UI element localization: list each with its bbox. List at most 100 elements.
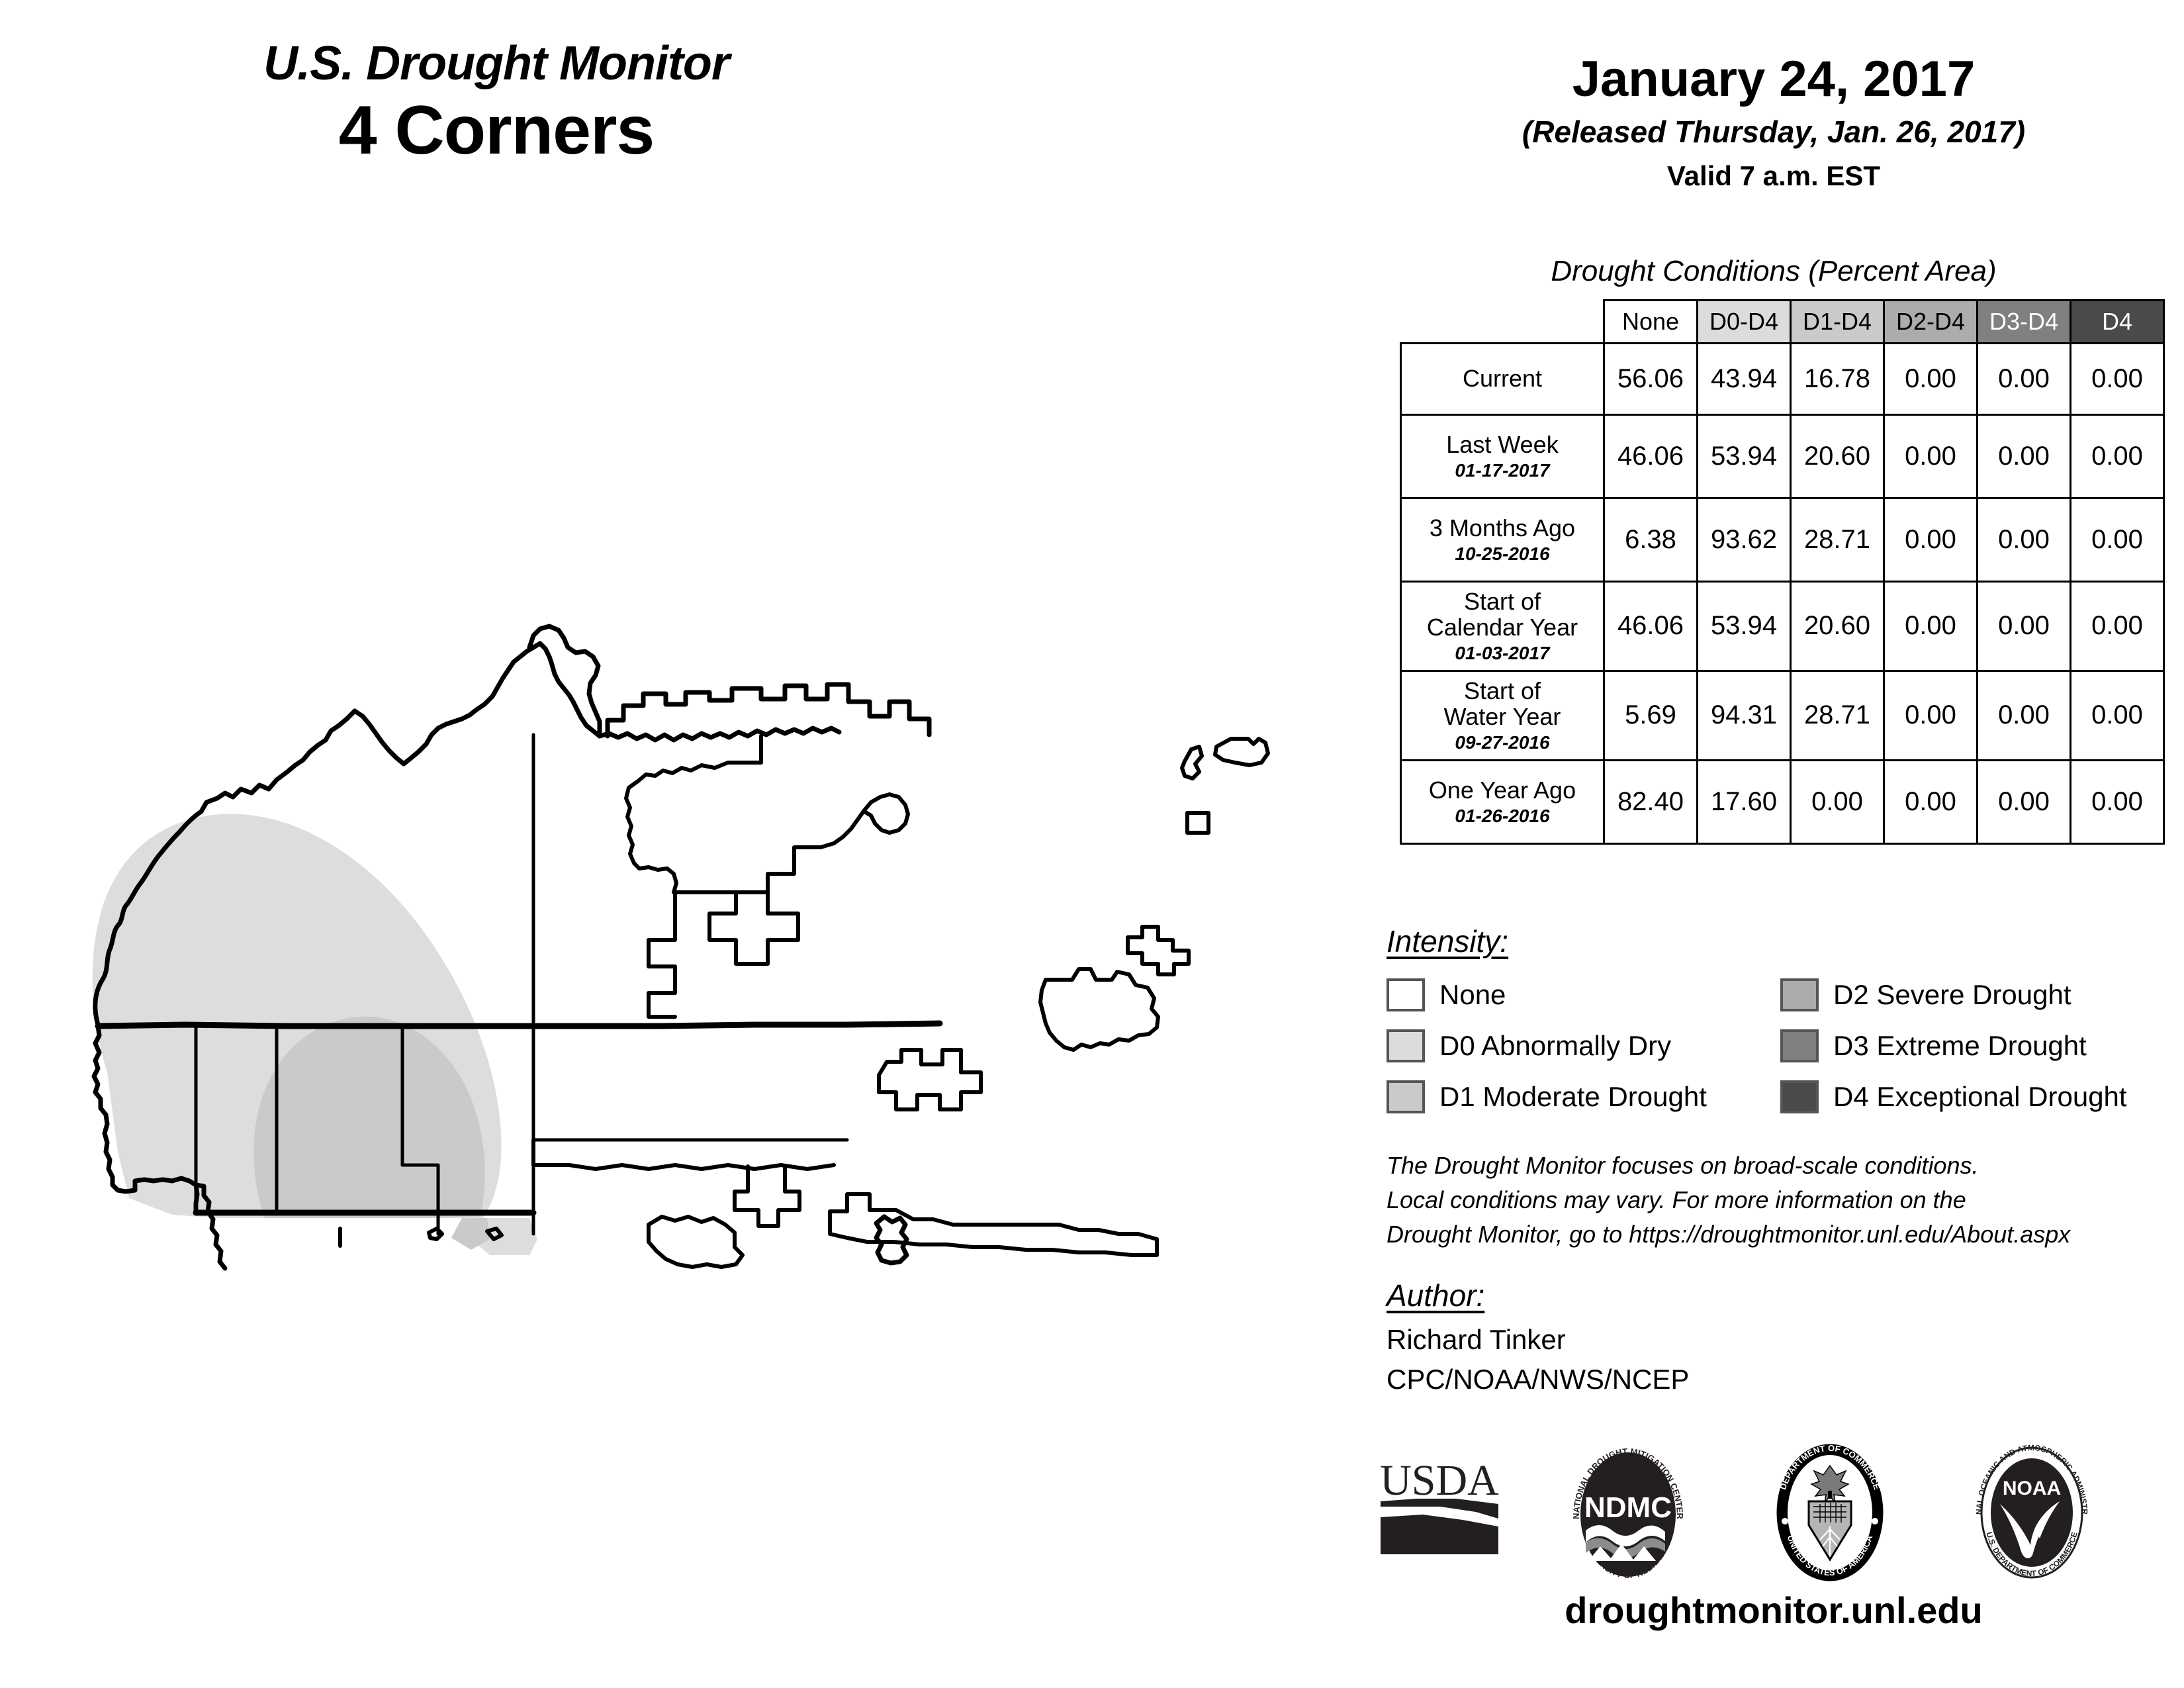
region-title: 4 Corners [338,92,655,169]
usda-logo: USDA [1380,1456,1499,1554]
ndmc-logo-text: NDMC [1584,1491,1672,1524]
small-cluster-polygon-1 [1126,925,1191,976]
intensity-heading: Intensity: [1387,924,1509,959]
column-header-d0-d4: D0-D4 [1696,299,1792,344]
table-row: Last Week 01-17-2017 46.06 53.94 20.60 0.00 0.… [1400,414,2165,499]
cell-none: 5.69 [1603,669,1698,761]
cell-d3-d4: 0.00 [1976,581,2071,672]
cell-d0-d4: 53.94 [1696,581,1792,672]
cell-none: 46.06 [1603,581,1698,672]
valid-time: Valid 7 a.m. EST [1666,160,1881,191]
legend-item: D0 Abnormally Dry [1387,1029,1671,1062]
cell-d3-d4: 0.00 [1976,342,2071,416]
row-label: Current [1400,342,1605,416]
legend-item: D4 Exceptional Drought [1780,1080,2127,1113]
legend-item: D2 Severe Drought [1780,978,2071,1011]
cell-none: 56.06 [1603,342,1698,416]
cell-d3-d4: 0.00 [1976,414,2071,499]
table-row: Current 56.06 43.94 16.78 0.00 0.00 0.00 [1400,342,2165,416]
cell-d1-d4: 28.71 [1790,669,1885,761]
reservation-south-block [647,892,677,1019]
title-block: U.S. Drought Monitor 4 Corners [0,40,993,173]
drought-map [66,569,1324,1331]
table-row: One Year Ago 01-26-2016 82.40 17.60 0.00 0.00… [1400,759,2165,845]
legend-item: None [1387,978,1506,1011]
disclaimer-line-2: Local conditions may vary. For more info… [1387,1186,1966,1214]
cell-d0-d4: 17.60 [1696,759,1792,845]
tiny-feature-1 [427,1227,444,1241]
reservation-mid-block [707,890,800,966]
cell-d4: 0.00 [2070,759,2165,845]
ndmc-logo: NATIONAL DROUGHT MITIGATION CENTER UNIVE… [1571,1446,1685,1580]
cell-d0-d4: 53.94 [1696,414,1792,499]
cell-d1-d4: 28.71 [1790,497,1885,583]
drought-conditions-table: None D0-D4 D1-D4 D2-D4 D3-D4 D4 Current 56.06 4… [1400,299,2165,845]
page-title: U.S. Drought Monitor [263,37,730,90]
cell-d4: 0.00 [2070,342,2165,416]
western-boundary [91,1023,200,1215]
legend-item: D3 Extreme Drought [1780,1029,2087,1062]
legend-label: D0 Abnormally Dry [1439,1030,1672,1061]
cell-d2-d4: 0.00 [1883,342,1978,416]
legend-swatch [1387,1080,1425,1113]
cell-d4: 0.00 [2070,669,2165,761]
table-row: Start of Water Year 09-27-2016 5.69 94.31 28.… [1400,669,2165,761]
southern-reservation-1 [733,1164,801,1228]
tiny-feature-2 [485,1227,504,1241]
northern-protrusion [527,624,602,739]
table-body: Current 56.06 43.94 16.78 0.00 0.00 0.00 Last W… [1400,342,2165,845]
cell-d3-d4: 0.00 [1976,669,2071,761]
southern-reservation-2 [877,1048,983,1111]
legend-label: D3 Extreme Drought [1833,1030,2087,1061]
noaa-logo: NATIONAL OCEANIC AND ATMOSPHERIC ADMINIS… [1966,1443,2089,1579]
issue-date: January 24, 2017 [1572,51,1976,107]
disclaimer-line-3: Drought Monitor, go to https://droughtmo… [1387,1221,2071,1248]
north-ridge-segment [597,726,842,743]
table-row: 3 Months Ago 10-25-2016 6.38 93.62 28.71 0.00… [1400,497,2165,583]
disclaimer-text: The Drought Monitor focuses on broad-sca… [1387,1149,2181,1252]
legend-swatch [1387,978,1425,1011]
header-spacer-cell [1401,301,1604,344]
cell-none: 6.38 [1603,497,1698,583]
cell-d2-d4: 0.00 [1883,497,1978,583]
cell-d4: 0.00 [2070,497,2165,583]
legend-swatch [1780,978,1819,1011]
logo-row: USDA NATIONAL DROUGHT MITIGATION CENTER … [1377,1443,2158,1582]
legend-label: None [1439,979,1506,1010]
southern-reservation-4 [647,1215,745,1269]
cell-d2-d4: 0.00 [1883,414,1978,499]
column-header-d3-d4: D3-D4 [1976,299,2071,344]
cell-d3-d4: 0.00 [1976,497,2071,583]
cell-d1-d4: 16.78 [1790,342,1885,416]
reservation-boundary-lower [531,1138,836,1171]
cell-d2-d4: 0.00 [1883,759,1978,845]
row-label: Start of Calendar Year 01-03-2017 [1400,581,1605,672]
row-date: 10-25-2016 [1455,543,1550,564]
row-label: 3 Months Ago 10-25-2016 [1400,497,1605,583]
table-row: Start of Calendar Year 01-03-2017 46.06 53.9… [1400,581,2165,672]
legend-swatch [1387,1029,1425,1062]
cell-d0-d4: 43.94 [1696,342,1792,416]
cell-none: 46.06 [1603,414,1698,499]
row-date: 01-26-2016 [1455,805,1550,826]
reservation-cluster-north [624,734,770,894]
cell-none: 82.40 [1603,759,1698,845]
column-header-d1-d4: D1-D4 [1790,299,1885,344]
legend-item: D1 Moderate Drought [1387,1080,1707,1113]
lower-left-stepped-boundary [193,1182,228,1271]
row-label: Start of Water Year 09-27-2016 [1400,669,1605,761]
cell-d1-d4: 20.60 [1790,581,1885,672]
legend-label: D4 Exceptional Drought [1833,1081,2127,1112]
map-svg [91,624,1270,1271]
cell-d1-d4: 0.00 [1790,759,1885,845]
cell-d2-d4: 0.00 [1883,581,1978,672]
row-date: 01-03-2017 [1455,642,1550,663]
cell-d3-d4: 0.00 [1976,759,2071,845]
cell-d2-d4: 0.00 [1883,669,1978,761]
reservation-cluster-east [766,792,910,894]
small-island-1 [1180,745,1204,780]
release-note: (Released Thursday, Jan. 26, 2017) [1522,114,2026,149]
d1-southern-lobe [451,1218,490,1250]
small-island-2 [1213,737,1270,767]
northern-boundary [93,641,602,1027]
